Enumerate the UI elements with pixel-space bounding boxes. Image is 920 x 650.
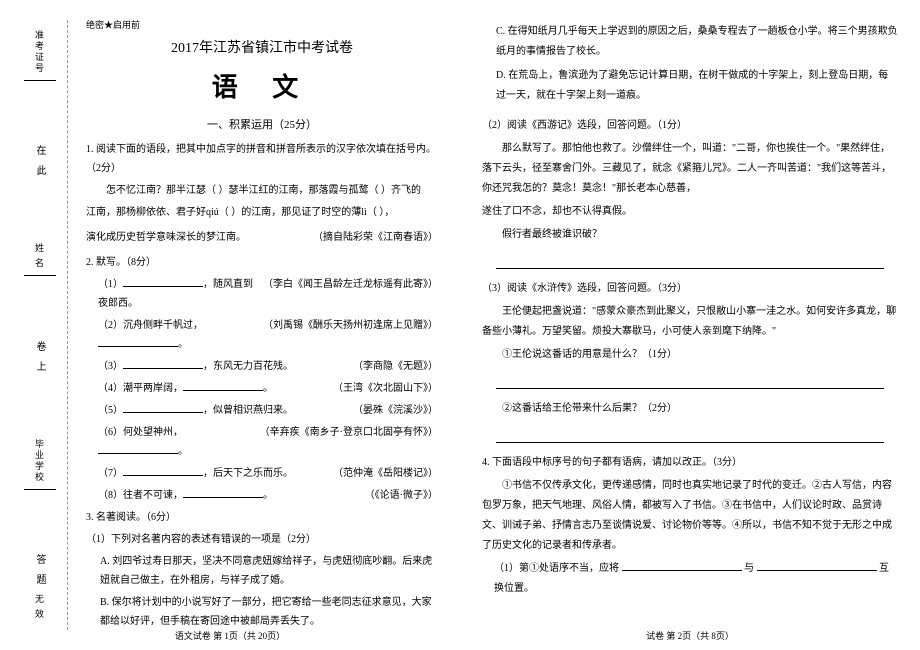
q2-item-1: （1），随风直到夜郎西。 （李白《闻王昌龄左迁龙标遥有此寄》） [98, 275, 438, 313]
warn-char-2: 卷 [32, 341, 47, 357]
page-2: C. 在得知纸月几乎每天上学迟到的原因之后，桑桑专程去了一趟板仓小学。将三个男孩… [460, 0, 920, 650]
q2-3-src: （李商隐《无题》） [345, 357, 438, 376]
q2-7-src: （范仲淹《岳阳楼记》） [325, 464, 438, 483]
confidential-label: 绝密★启用前 [86, 18, 438, 31]
q4-fix-mid: 与 [744, 563, 754, 574]
q4-passage: ①书信不仅传承文化，更传递感情，同时也真实地记录了时代的变迁。②古人写信，内容包… [482, 476, 898, 556]
q1-passage-b: 江南，那杨柳依依、君子好qiú（ ）的江南，那见证了时空的薄lì（ ）， [86, 203, 438, 222]
q4-fix-blank-1 [622, 560, 742, 571]
q3-sub2-passage-a: 那么默写了。那怕他也救了。沙僧绊住一个，叫道："二哥，你也挨住一个。"果然绊住，… [482, 139, 898, 199]
q2-6-blank [98, 443, 178, 454]
sidebar-name: 姓 名 [24, 243, 56, 278]
q2-item-7: （7） ，后天下之乐而乐。 （范仲淹《岳阳楼记》） [98, 464, 438, 483]
q2-5-n: （5） [98, 405, 123, 416]
warn-char-5: 题 [32, 574, 47, 590]
sidebar-mid2: 卷 上 [32, 341, 47, 377]
school-line [24, 489, 56, 490]
q2-3-tail: ，东风无力百花残。 [203, 361, 293, 372]
warn-char-3: 上 [32, 361, 47, 377]
sidebar-mid1: 在 此 [32, 145, 47, 181]
exam-title: 2017年江苏省镇江市中考试卷 [86, 37, 438, 57]
warn-char-4: 答 [32, 554, 47, 570]
footer-left: 语文试卷 第 1页（共 20页） [0, 629, 460, 642]
q1-passage-c-row: 演化成历史哲学意味深长的梦江南。 （摘自陆彩荣《江南春语》） [86, 225, 438, 250]
q2-5-blank [123, 402, 203, 413]
q2-6-n: （6） [98, 427, 123, 438]
sidebar-school: 毕业学校 [24, 439, 56, 492]
q3-sub2: （2）阅读《西游记》选段，回答问题。（1分） [482, 116, 898, 136]
q2-8-n: （8） [98, 490, 123, 501]
q4-fix-line: （1）第①处语序不当，应将 与 互换位置。 [494, 559, 898, 599]
q2-item-6: （6）何处望神州，。 （辛弃疾《南乡子·登京口北固亭有怀》） [98, 423, 438, 461]
q2-4-src: （王湾《次北固山下》） [325, 379, 438, 398]
q2-2-lead: 沉舟侧畔千帆过， [123, 320, 203, 331]
q1-passage-a: 怎不忆江南？那半江瑟（ ）瑟半江红的江南，那落霞与孤鹜（ ）齐飞的 [86, 181, 438, 200]
q1-stem: 1. 阅读下面的语段，把其中加点字的拼音和拼音所表示的汉字依次填在括号内。（2分… [86, 140, 438, 178]
q2-7-blank [123, 465, 203, 476]
q3-sub3: （3）阅读《水浒传》选段，回答问题。（3分） [482, 279, 898, 299]
q2-2-blank [98, 336, 178, 347]
q2-item-8: （8）往者不可谏，。 （《论语·微子》） [98, 486, 438, 505]
q3-sub3-q2: ②这番话给王伦带来什么后果？（2分） [482, 399, 898, 419]
q2-1-n: （1） [98, 279, 123, 290]
q3-option-c: C. 在得知纸月几乎每天上学迟到的原因之后，桑桑专程去了一趟板仓小学。将三个男孩… [496, 22, 898, 62]
q3-option-a: A. 刘四爷过寿日那天，坚决不同意虎妞嫁给祥子，与虎妞彻底吵翻。后来虎妞就自己做… [100, 553, 438, 590]
binding-sidebar: 准考证号 在 此 姓 名 卷 上 毕业学校 答 题 无 效 [12, 20, 68, 630]
q2-7-tail: ，后天下之乐而乐。 [203, 468, 293, 479]
q3-sub1: （1）下列对名著内容的表述有错误的一项是（2分） [86, 530, 438, 549]
school-label: 毕业学校 [33, 439, 46, 483]
section-1-heading: 一、积累运用（25分） [86, 116, 438, 132]
invalid-label: 无 效 [33, 594, 46, 620]
q2-4-lead: 潮平两岸阔， [123, 383, 183, 394]
q2-6-lead: 何处望神州， [123, 427, 183, 438]
warn-char-0: 在 [32, 145, 47, 161]
q2-4-blank [183, 380, 263, 391]
ticket-label: 准考证号 [33, 30, 46, 74]
q2-item-2: （2）沉舟侧畔千帆过，。 （刘禹锡《酬乐天扬州初逢席上见赠》） [98, 316, 438, 354]
q4-stem: 4. 下面语段中标序号的句子都有语病，请加以改正。（3分） [482, 453, 898, 473]
q3-option-b: B. 保尔将计划中的小说写好了一部分，把它寄给一些老同志征求意见，大家都给以好评… [100, 594, 438, 631]
q3-sub2-question: 假行者最终被谁识破？ [482, 225, 898, 245]
q2-7-n: （7） [98, 468, 123, 479]
sidebar-bottom: 答 题 无 效 [32, 554, 47, 620]
ticket-line [24, 80, 56, 81]
q3-sub3-q1-line [496, 375, 884, 389]
q3-stem: 3. 名著阅读。（6分） [86, 508, 438, 527]
q3-sub2-passage-b: 遂住了口不念，却也不认得真假。 [482, 202, 898, 222]
q3-sub3-q1: ①王伦说这番话的用意是什么？（1分） [482, 345, 898, 365]
q3-sub2-answer-line [496, 255, 884, 269]
q2-item-5: （5） ，似曾相识燕归来。 （晏殊《浣溪沙》） [98, 401, 438, 420]
name-label: 姓 名 [33, 243, 46, 269]
page-1: 准考证号 在 此 姓 名 卷 上 毕业学校 答 题 无 效 绝密★启用前 201… [0, 0, 460, 650]
q1-passage-c: 演化成历史哲学意味深长的梦江南。 [86, 228, 305, 247]
q2-8-lead: 往者不可谏， [123, 490, 183, 501]
q2-3-n: （3） [98, 361, 123, 372]
q2-2-n: （2） [98, 320, 123, 331]
left-content: 绝密★启用前 2017年江苏省镇江市中考试卷 语 文 一、积累运用（25分） 1… [86, 18, 438, 631]
q2-8-src: （《论语·微子》） [357, 486, 438, 505]
footer-right: 试卷 第 2页（共 8页） [460, 629, 920, 642]
q3-option-d: D. 在荒岛上，鲁滨逊为了避免忘记计算日期，在树干做成的十字架上，刻上登岛日期，… [496, 66, 898, 106]
q2-8-blank [183, 487, 263, 498]
q2-item-3: （3） ，东风无力百花残。 （李商隐《无题》） [98, 357, 438, 376]
q2-3-blank [123, 358, 203, 369]
warn-char-1: 此 [32, 165, 47, 181]
q2-1-src: （李白《闻王昌龄左迁龙标遥有此寄》） [255, 275, 438, 313]
q4-fix-blank-2 [757, 560, 877, 571]
q2-stem: 2. 默写。（8分） [86, 253, 438, 272]
sidebar-top: 准考证号 [24, 30, 56, 83]
subject-title: 语 文 [86, 67, 438, 104]
q2-6-src: （辛弃疾《南乡子·登京口北固亭有怀》） [252, 423, 438, 461]
q2-2-src: （刘禹锡《酬乐天扬州初逢席上见赠》） [255, 316, 438, 354]
q1-source: （摘自陆彩荣《江南春语》） [305, 228, 438, 247]
q2-5-src: （晏殊《浣溪沙》） [345, 401, 438, 420]
q2-4-n: （4） [98, 383, 123, 394]
q4-fix-lead: （1）第①处语序不当，应将 [494, 563, 619, 574]
name-line [24, 275, 56, 276]
q3-sub3-q2-line [496, 429, 884, 443]
q2-item-4: （4）潮平两岸阔，。 （王湾《次北固山下》） [98, 379, 438, 398]
q2-1-blank [123, 276, 203, 287]
q2-5-tail: ，似曾相识燕归来。 [203, 405, 293, 416]
q3-sub3-passage: 王伦便起把盏说道："感蒙众豪杰到此聚义，只恨敝山小寨一洼之水。如何安许多真龙，聊… [482, 302, 898, 342]
